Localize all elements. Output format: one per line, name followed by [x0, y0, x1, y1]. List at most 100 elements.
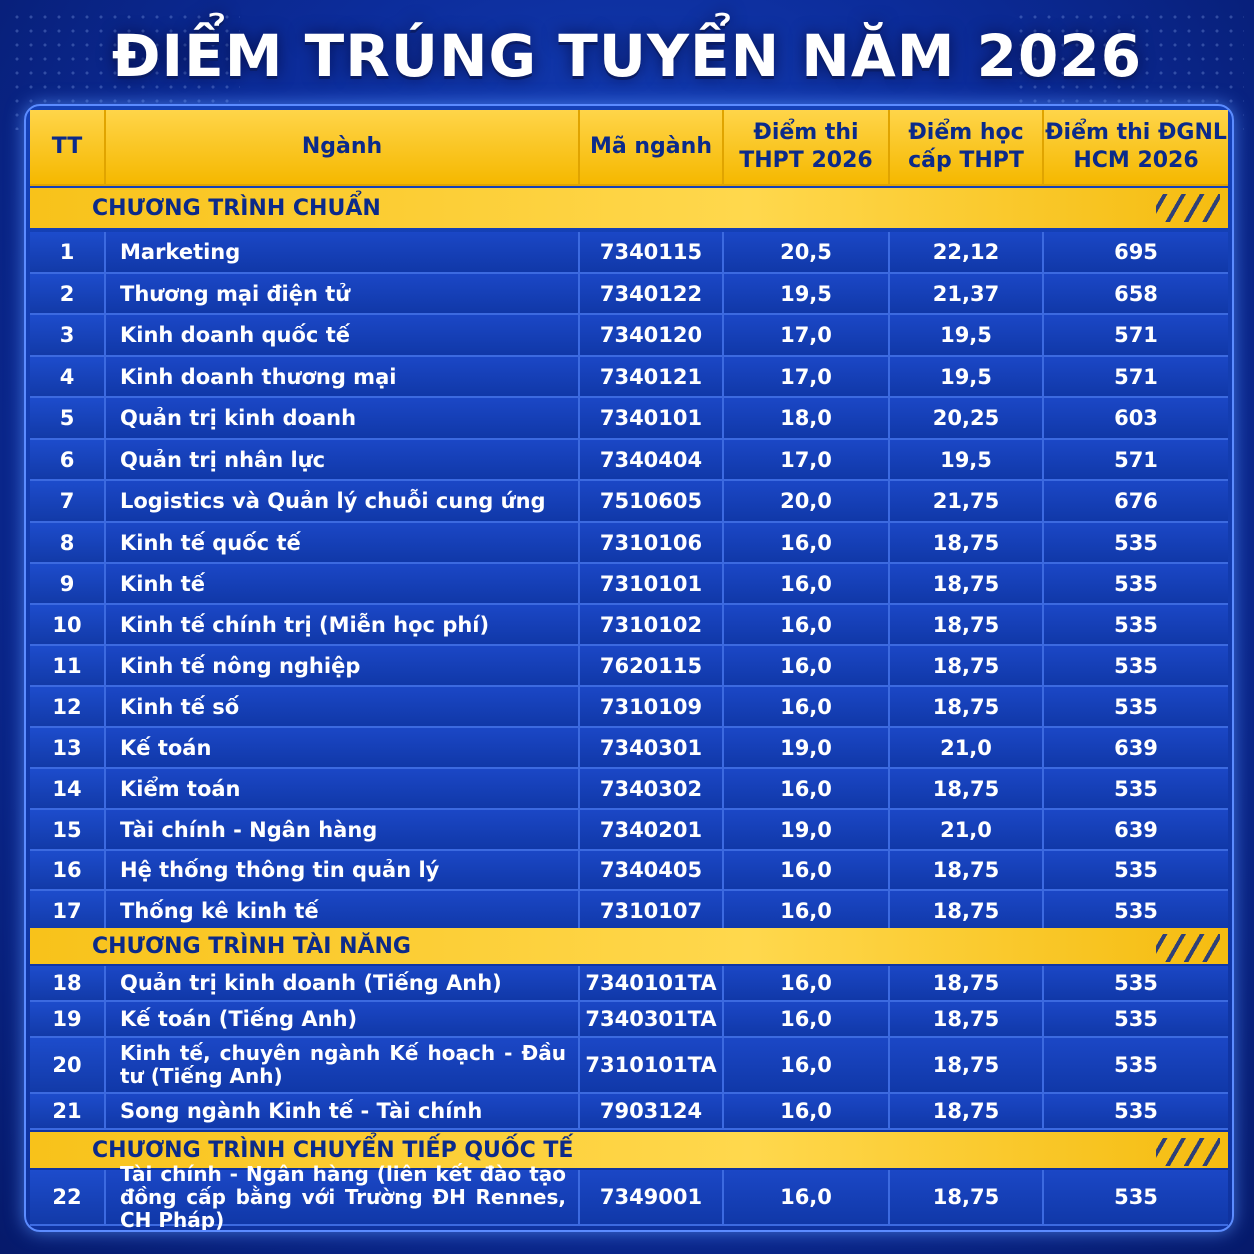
cell-thpt: 18,0 [724, 398, 890, 440]
cell-thpt: 16,0 [724, 1002, 890, 1038]
cell-ma: 7340301 [580, 728, 724, 769]
table-row: 14 Kiểm toán 7340302 16,0 18,75 535 [30, 769, 1228, 810]
cell-ma: 7310101 [580, 564, 724, 605]
table-row: 19 Kế toán (Tiếng Anh) 7340301TA 16,0 18,75 5… [30, 1002, 1228, 1038]
cell-nganh: Kinh doanh quốc tế [106, 315, 580, 357]
cell-nganh: Kinh tế quốc tế [106, 523, 580, 564]
cell-thpt: 20,5 [724, 232, 890, 274]
cell-nganh: Marketing [106, 232, 580, 274]
score-table: TT Ngành Mã ngành Điểm thi THPT 2026 Điể… [24, 104, 1234, 1232]
table-row: 17 Thống kê kinh tế 7310107 16,0 18,75 535 [30, 891, 1228, 932]
section-title: CHƯƠNG TRÌNH CHUYỂN TIẾP QUỐC TẾ [92, 1137, 574, 1163]
cell-ma: 7310102 [580, 605, 724, 646]
table-row: 11 Kinh tế nông nghiệp 7620115 16,0 18,75 535 [30, 646, 1228, 687]
table-row: 13 Kế toán 7340301 19,0 21,0 639 [30, 728, 1228, 769]
cell-tt: 21 [30, 1094, 106, 1130]
cell-dgnl: 658 [1044, 274, 1228, 315]
cell-ma: 7340101TA [580, 966, 724, 1002]
cell-nganh: Kinh tế nông nghiệp [106, 646, 580, 687]
cell-tt: 18 [30, 966, 106, 1002]
cell-hocba: 18,75 [890, 564, 1044, 605]
cell-dgnl: 535 [1044, 523, 1228, 564]
cell-thpt: 16,0 [724, 1038, 890, 1094]
cell-hocba: 18,75 [890, 523, 1044, 564]
cell-dgnl: 535 [1044, 1038, 1228, 1094]
cell-thpt: 20,0 [724, 481, 890, 523]
cell-dgnl: 695 [1044, 232, 1228, 274]
table-row: 9 Kinh tế 7310101 16,0 18,75 535 [30, 564, 1228, 605]
cell-nganh: Thống kê kinh tế [106, 891, 580, 932]
cell-hocba: 18,75 [890, 1094, 1044, 1130]
cell-thpt: 16,0 [724, 851, 890, 891]
header-ma-nganh: Mã ngành [580, 110, 724, 186]
cell-dgnl: 535 [1044, 966, 1228, 1002]
cell-nganh: Tài chính - Ngân hàng (liên kết đào tạo … [106, 1162, 580, 1230]
cell-tt: 8 [30, 523, 106, 564]
cell-thpt: 16,0 [724, 687, 890, 728]
table-row: 15 Tài chính - Ngân hàng 7340201 19,0 21,0 63… [30, 810, 1228, 851]
cell-hocba: 20,25 [890, 398, 1044, 440]
cell-ma: 7340405 [580, 851, 724, 891]
cell-hocba: 19,5 [890, 440, 1044, 481]
cell-thpt: 16,0 [724, 564, 890, 605]
cell-nganh: Kiểm toán [106, 769, 580, 810]
cell-tt: 16 [30, 851, 106, 891]
cell-hocba: 18,75 [890, 891, 1044, 932]
cell-tt: 14 [30, 769, 106, 810]
cell-dgnl: 603 [1044, 398, 1228, 440]
section-title: CHƯƠNG TRÌNH CHUẨN [92, 195, 381, 221]
cell-ma: 7340101 [580, 398, 724, 440]
cell-thpt: 16,0 [724, 1170, 890, 1226]
cell-nganh: Thương mại điện tử [106, 274, 580, 315]
cell-hocba: 18,75 [890, 1170, 1044, 1226]
cell-hocba: 22,12 [890, 232, 1044, 274]
section-header: CHƯƠNG TRÌNH TÀI NĂNG [30, 928, 1228, 964]
table-row: 1 Marketing 7340115 20,5 22,12 695 [30, 232, 1228, 274]
cell-hocba: 21,75 [890, 481, 1044, 523]
cell-nganh: Quản trị kinh doanh [106, 398, 580, 440]
header-diem-dgnl-line2: HCM 2026 [1073, 148, 1199, 173]
cell-thpt: 17,0 [724, 440, 890, 481]
table-row: 20 Kinh tế, chuyên ngành Kế hoạch - Đầu t… [30, 1038, 1228, 1094]
cell-thpt: 19,0 [724, 810, 890, 851]
cell-hocba: 21,0 [890, 810, 1044, 851]
cell-dgnl: 571 [1044, 357, 1228, 398]
cell-hocba: 21,37 [890, 274, 1044, 315]
cell-nganh: Quản trị nhân lực [106, 440, 580, 481]
cell-dgnl: 571 [1044, 315, 1228, 357]
cell-thpt: 16,0 [724, 891, 890, 932]
cell-ma: 7340120 [580, 315, 724, 357]
cell-tt: 19 [30, 1002, 106, 1038]
cell-nganh: Kế toán (Tiếng Anh) [106, 1002, 580, 1038]
table-header-row: TT Ngành Mã ngành Điểm thi THPT 2026 Điể… [30, 110, 1228, 186]
cell-tt: 10 [30, 605, 106, 646]
cell-nganh: Kinh doanh thương mại [106, 357, 580, 398]
page-title: ĐIỂM TRÚNG TUYỂN NĂM 2026 [111, 22, 1143, 90]
cell-hocba: 18,75 [890, 605, 1044, 646]
cell-hocba: 18,75 [890, 1038, 1044, 1094]
section-stripes-decor [1156, 194, 1220, 222]
cell-dgnl: 535 [1044, 1170, 1228, 1226]
cell-nganh: Quản trị kinh doanh (Tiếng Anh) [106, 966, 580, 1002]
cell-dgnl: 571 [1044, 440, 1228, 481]
table-row: 5 Quản trị kinh doanh 7340101 18,0 20,25 603 [30, 398, 1228, 440]
table-row: 3 Kinh doanh quốc tế 7340120 17,0 19,5 571 [30, 315, 1228, 357]
cell-ma: 7340201 [580, 810, 724, 851]
section-stripes-decor [1156, 1138, 1220, 1166]
cell-hocba: 19,5 [890, 357, 1044, 398]
header-diem-thpt-line2: THPT 2026 [739, 148, 873, 173]
cell-tt: 5 [30, 398, 106, 440]
cell-nganh: Logistics và Quản lý chuỗi cung ứng [106, 481, 580, 523]
cell-hocba: 18,75 [890, 851, 1044, 891]
cell-tt: 13 [30, 728, 106, 769]
cell-dgnl: 535 [1044, 769, 1228, 810]
table-row: 16 Hệ thống thông tin quản lý 7340405 16,0 1… [30, 851, 1228, 891]
cell-thpt: 16,0 [724, 646, 890, 687]
table-row: 4 Kinh doanh thương mại 7340121 17,0 19,5 571 [30, 357, 1228, 398]
cell-thpt: 16,0 [724, 605, 890, 646]
cell-nganh: Kinh tế số [106, 687, 580, 728]
cell-tt: 7 [30, 481, 106, 523]
cell-tt: 12 [30, 687, 106, 728]
table-row: 7 Logistics và Quản lý chuỗi cung ứng 7510… [30, 481, 1228, 523]
cell-tt: 1 [30, 232, 106, 274]
